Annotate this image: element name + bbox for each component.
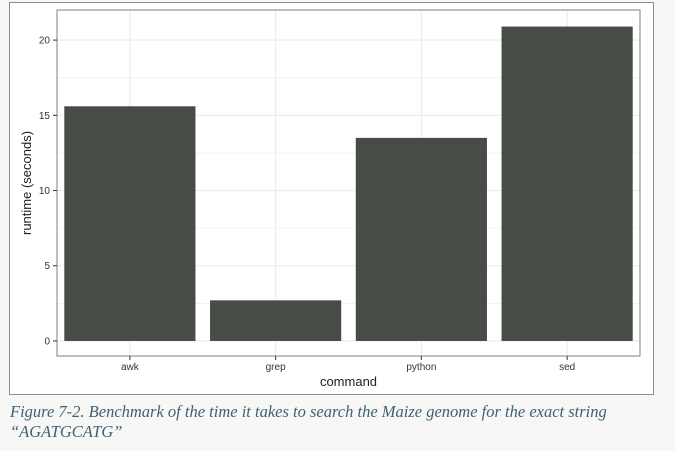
bar-python bbox=[355, 137, 487, 341]
bar-sed bbox=[501, 26, 633, 341]
x-axis-title: command bbox=[320, 374, 377, 389]
y-axis-title: runtime (seconds) bbox=[19, 131, 34, 235]
axis-layer: 0 5 10 15 20 awk grep python sed bbox=[39, 36, 575, 373]
y-tick-label: 15 bbox=[39, 111, 51, 122]
bar-grep bbox=[210, 300, 342, 341]
y-tick-label: 0 bbox=[44, 336, 50, 347]
y-tick-label: 5 bbox=[44, 261, 50, 272]
y-tick-label: 10 bbox=[39, 186, 51, 197]
panel-border bbox=[56, 9, 641, 357]
bar-chart: 0 5 10 15 20 awk grep python sed command runtime… bbox=[19, 9, 641, 389]
x-tick-label-python: python bbox=[406, 362, 436, 373]
x-tick-label-sed: sed bbox=[559, 362, 575, 373]
y-tick-label: 20 bbox=[39, 36, 51, 47]
bar-awk bbox=[64, 106, 196, 341]
x-tick-label-awk: awk bbox=[121, 362, 140, 373]
bars-layer bbox=[64, 26, 633, 341]
figure-caption: Figure 7-2. Benchmark of the time it tak… bbox=[10, 402, 607, 441]
x-tick-label-grep: grep bbox=[266, 362, 286, 373]
